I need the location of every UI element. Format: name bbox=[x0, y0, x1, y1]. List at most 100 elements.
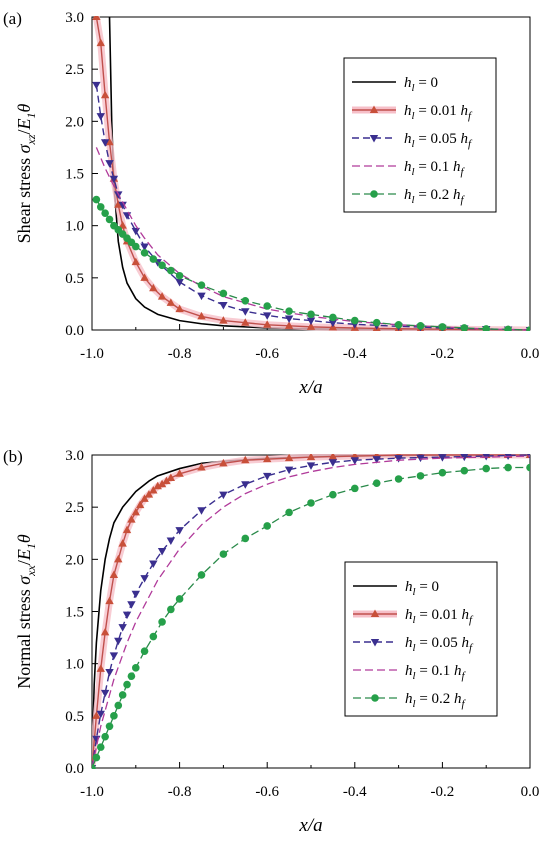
data-point bbox=[284, 315, 294, 324]
data-point bbox=[372, 456, 381, 464]
data-point bbox=[92, 711, 101, 719]
x-tick-label: -0.4 bbox=[343, 784, 367, 800]
plot-area bbox=[92, 16, 530, 331]
y-tick-label: 0.0 bbox=[65, 761, 84, 777]
data-point bbox=[263, 320, 272, 328]
legend-entry: hl = 0 bbox=[353, 579, 439, 598]
series-1 bbox=[92, 16, 530, 331]
x-axis-label: x/a bbox=[298, 377, 322, 398]
data-point bbox=[140, 273, 149, 281]
data-point bbox=[328, 459, 338, 467]
series-line bbox=[92, 455, 530, 769]
x-tick-label: -1.0 bbox=[80, 346, 104, 362]
data-point bbox=[167, 605, 175, 614]
data-point bbox=[118, 691, 127, 699]
y-tick-label: 0.5 bbox=[65, 271, 84, 287]
data-point bbox=[351, 316, 359, 325]
data-point bbox=[105, 669, 114, 677]
data-point bbox=[127, 672, 136, 680]
legend-marker bbox=[369, 135, 379, 143]
data-point bbox=[157, 292, 167, 300]
data-point bbox=[127, 515, 136, 523]
data-point bbox=[372, 479, 381, 487]
data-point bbox=[197, 292, 206, 301]
data-point bbox=[114, 637, 123, 646]
data-point bbox=[149, 485, 158, 494]
data-point bbox=[96, 710, 105, 719]
y-tick-label: 1.0 bbox=[65, 219, 84, 235]
data-point bbox=[306, 322, 316, 330]
data-point bbox=[153, 481, 162, 490]
legend-marker bbox=[370, 190, 378, 198]
data-point bbox=[482, 325, 490, 331]
x-axis-label: x/a bbox=[298, 815, 322, 836]
legend-entry: hl = 0.2 hf bbox=[352, 187, 466, 206]
data-point bbox=[166, 298, 176, 306]
legend-marker bbox=[370, 639, 380, 647]
legend-entry: hl = 0.1 hf bbox=[352, 159, 466, 178]
series-line bbox=[95, 16, 530, 331]
data-point bbox=[101, 732, 109, 741]
data-point bbox=[197, 463, 206, 471]
data-point bbox=[306, 317, 316, 326]
data-point bbox=[92, 16, 101, 20]
legend-label: hl = 0.1 hf bbox=[404, 159, 466, 178]
data-point bbox=[482, 464, 491, 473]
data-point bbox=[263, 312, 272, 320]
data-point bbox=[219, 458, 228, 467]
data-point bbox=[328, 319, 338, 328]
data-point bbox=[175, 279, 184, 287]
series-3 bbox=[95, 147, 530, 331]
data-point bbox=[96, 113, 105, 121]
legend-entry: hl = 0.1 hf bbox=[353, 663, 467, 682]
data-point bbox=[114, 701, 123, 710]
data-point bbox=[122, 611, 132, 620]
data-point bbox=[132, 664, 140, 672]
legend-marker bbox=[369, 105, 379, 113]
data-point bbox=[166, 537, 176, 546]
data-point bbox=[241, 308, 250, 316]
data-point bbox=[105, 596, 114, 605]
data-point bbox=[284, 321, 294, 329]
data-point bbox=[350, 457, 359, 465]
data-point bbox=[157, 479, 167, 488]
data-point bbox=[307, 310, 315, 319]
legend-label: hl = 0 bbox=[404, 75, 438, 94]
data-point bbox=[263, 302, 272, 310]
data-point bbox=[328, 454, 338, 460]
data-point bbox=[306, 454, 316, 461]
data-point bbox=[175, 527, 184, 535]
y-tick-label: 1.5 bbox=[65, 605, 84, 621]
data-point bbox=[416, 454, 425, 463]
data-point bbox=[175, 595, 184, 603]
series-3 bbox=[92, 455, 530, 769]
data-point bbox=[504, 463, 512, 472]
data-point bbox=[100, 627, 110, 636]
data-point bbox=[175, 271, 184, 280]
data-point bbox=[144, 490, 154, 498]
data-point bbox=[123, 680, 131, 689]
data-point bbox=[140, 248, 149, 257]
data-point bbox=[101, 209, 109, 217]
data-point bbox=[166, 473, 176, 481]
legend-entry: hl = 0 bbox=[352, 75, 438, 94]
data-point bbox=[285, 307, 293, 316]
data-point bbox=[219, 316, 228, 324]
data-point bbox=[92, 753, 101, 762]
legend-label: hl = 0 bbox=[405, 579, 439, 598]
data-point bbox=[460, 324, 469, 331]
data-point bbox=[105, 215, 114, 224]
data-point bbox=[526, 326, 530, 331]
data-point bbox=[219, 491, 228, 500]
data-point bbox=[109, 175, 119, 184]
data-point bbox=[109, 570, 119, 578]
data-point bbox=[351, 484, 359, 493]
data-point bbox=[122, 525, 132, 534]
x-tick-label: -0.6 bbox=[255, 784, 279, 800]
data-point bbox=[114, 554, 123, 563]
data-point bbox=[263, 472, 272, 481]
series-4 bbox=[92, 195, 530, 331]
y-tick-label: 2.5 bbox=[65, 62, 84, 78]
data-point bbox=[241, 455, 250, 464]
data-point bbox=[526, 463, 530, 472]
